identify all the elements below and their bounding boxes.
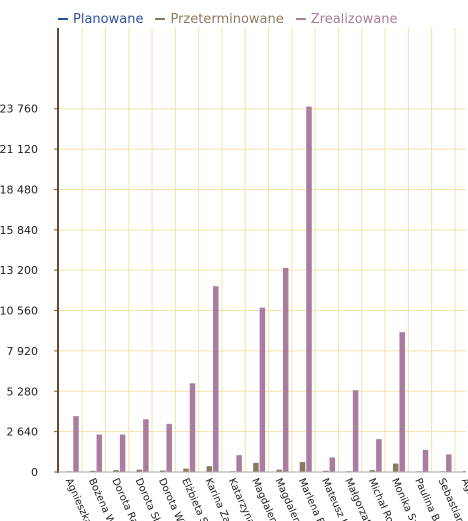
- bar-zrealizowane-3: [143, 419, 149, 472]
- bar-przeterminowane-2: [113, 470, 119, 472]
- legend-swatch: [155, 18, 166, 20]
- bar-zrealizowane-5: [189, 383, 196, 472]
- bar-przeterminowane-11: [323, 470, 329, 472]
- legend-swatch: [295, 18, 306, 20]
- bar-zrealizowane-1: [96, 434, 103, 472]
- y-tick-label: 23 760: [0, 103, 38, 116]
- y-tick-label: 0: [31, 466, 38, 479]
- bar-przeterminowane-3: [136, 469, 143, 472]
- bar-przeterminowane-10: [299, 462, 306, 472]
- y-tick-label: 7 920: [7, 345, 39, 358]
- bar-zrealizowane-9: [282, 267, 289, 472]
- bar-przeterminowane-13: [369, 470, 376, 472]
- bar-zrealizowane-10: [306, 106, 312, 472]
- bar-zrealizowane-4: [166, 423, 172, 472]
- x-tick-label: Agn: [459, 477, 468, 499]
- bar-zrealizowane-0: [73, 416, 79, 472]
- chart-legend: Planowane Przeterminowane Zrealizowane: [58, 10, 398, 28]
- bar-zrealizowane-14: [399, 332, 405, 472]
- bar-przeterminowane-8: [253, 462, 259, 472]
- bar-przeterminowane-5: [183, 468, 189, 472]
- legend-item-2[interactable]: Zrealizowane: [295, 11, 398, 27]
- bar-zrealizowane-7: [236, 455, 242, 472]
- y-tick-label: 5 280: [7, 385, 39, 398]
- y-tick-label: 18 480: [0, 183, 38, 196]
- bar-przeterminowane-14: [392, 463, 399, 472]
- bar-przeterminowane-9: [276, 469, 282, 472]
- legend-label: Przeterminowane: [170, 11, 284, 27]
- y-tick-label: 13 200: [0, 264, 38, 277]
- legend-label: Zrealizowane: [310, 11, 398, 27]
- bar-przeterminowane-6: [206, 466, 213, 472]
- bar-przeterminowane-4: [159, 470, 166, 472]
- legend-item-1[interactable]: Przeterminowane: [155, 11, 284, 27]
- y-tick-label: 10 560: [0, 305, 38, 318]
- y-tick-label: 21 120: [0, 143, 38, 156]
- legend-swatch: [58, 18, 68, 20]
- bar-zrealizowane-12: [352, 390, 359, 472]
- bar-zrealizowane-6: [213, 286, 219, 472]
- bar-zrealizowane-2: [119, 434, 126, 472]
- legend-label: Planowane: [73, 11, 144, 27]
- bar-zrealizowane-11: [329, 457, 336, 472]
- y-tick-label: 15 840: [0, 224, 38, 237]
- legend-item-0[interactable]: Planowane: [58, 12, 143, 27]
- y-tick-label: 2 640: [7, 426, 39, 439]
- bar-zrealizowane-16: [446, 454, 452, 472]
- bar-zrealizowane-8: [259, 307, 266, 472]
- bar-zrealizowane-13: [376, 439, 382, 472]
- bar-zrealizowane-15: [422, 449, 429, 472]
- bar-przeterminowane-1: [90, 470, 96, 472]
